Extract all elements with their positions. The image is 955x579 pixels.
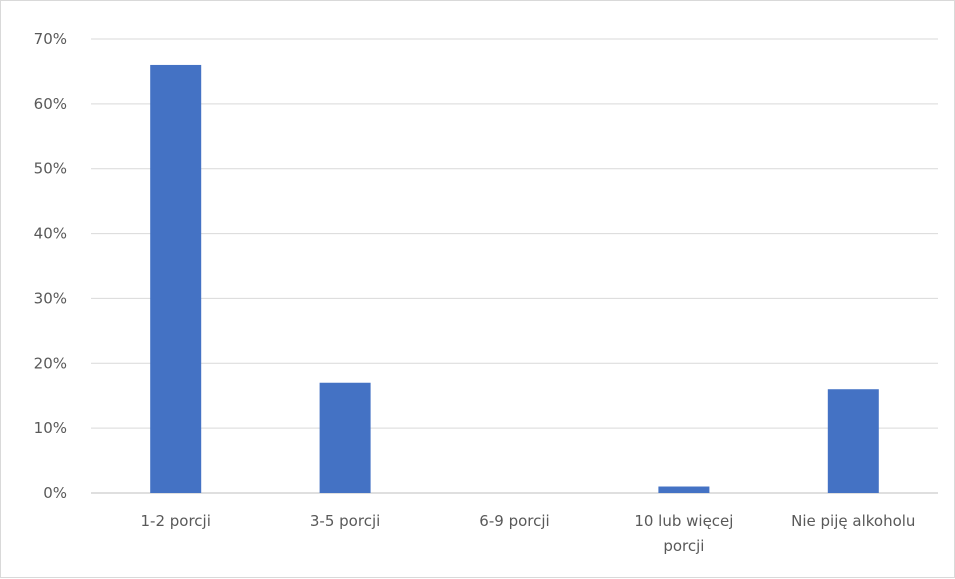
gridlines <box>91 38 938 494</box>
y-tick-label: 40% <box>34 225 67 243</box>
bar <box>658 486 710 493</box>
x-category-label: Nie piję alkoholu <box>791 512 915 530</box>
y-axis-ticks: 0% 10% 20% 30% 40% 50% 60% 70% <box>34 30 67 502</box>
bar <box>150 64 202 493</box>
y-tick-label: 60% <box>34 95 67 113</box>
x-category-label: 3-5 porcji <box>310 512 380 530</box>
y-tick-label: 70% <box>34 30 67 48</box>
x-category-label: 1-2 porcji <box>141 512 211 530</box>
x-category-label: 10 lub więcej porcji <box>634 512 733 555</box>
x-category-label: 6-9 porcji <box>479 512 549 530</box>
bar <box>319 382 371 493</box>
y-tick-label: 10% <box>34 419 67 437</box>
y-tick-label: 30% <box>34 289 67 307</box>
bar <box>827 389 879 493</box>
y-tick-label: 0% <box>43 484 67 502</box>
bars <box>150 64 879 493</box>
y-tick-label: 20% <box>34 354 67 372</box>
y-tick-label: 50% <box>34 160 67 178</box>
x-axis-labels: 1-2 porcji 3-5 porcji 6-9 porcji 10 lub wię… <box>141 512 916 555</box>
